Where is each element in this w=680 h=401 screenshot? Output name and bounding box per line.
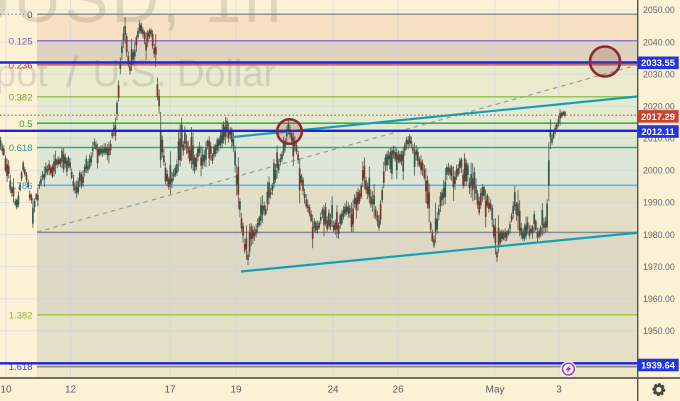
svg-text:pot: pot [0,53,48,95]
svg-text:0.125: 0.125 [9,36,33,47]
svg-text:1950.00: 1950.00 [643,326,675,336]
svg-text:1.618: 1.618 [9,362,33,373]
svg-text:2020.00: 2020.00 [643,101,675,111]
svg-text:2017.29: 2017.29 [641,111,675,122]
svg-text:1.382: 1.382 [9,311,33,322]
svg-text:12: 12 [65,385,77,396]
svg-text:0.618: 0.618 [9,143,33,154]
svg-text:0.5: 0.5 [19,119,32,130]
svg-text:1980.00: 1980.00 [643,230,675,240]
svg-text:17: 17 [164,385,176,396]
svg-text:1990.00: 1990.00 [643,198,675,208]
svg-text:24: 24 [327,385,339,396]
svg-text:2033.55: 2033.55 [641,57,675,68]
svg-text:0.236: 0.236 [9,61,33,72]
svg-text:2030.00: 2030.00 [643,69,675,79]
svg-text:2000.00: 2000.00 [643,166,675,176]
svg-text:/: / [66,48,79,97]
svg-text:2040.00: 2040.00 [643,37,675,47]
svg-text:U.S. Dollar: U.S. Dollar [93,53,277,95]
svg-text:1960.00: 1960.00 [643,294,675,304]
svg-text:0.382: 0.382 [9,92,33,103]
svg-text:0: 0 [27,10,32,21]
svg-text:2010.00: 2010.00 [643,134,675,144]
svg-text:1939.64: 1939.64 [641,359,676,370]
svg-text:10: 10 [0,385,12,396]
svg-text:May: May [486,385,505,396]
svg-text:2050.00: 2050.00 [643,5,675,15]
svg-text:1970.00: 1970.00 [643,262,675,272]
svg-text:2012.11: 2012.11 [641,126,674,137]
svg-text:19: 19 [230,385,242,396]
svg-text:26: 26 [392,385,404,396]
svg-text:3: 3 [556,385,562,396]
svg-text:0: 0 [27,10,32,21]
